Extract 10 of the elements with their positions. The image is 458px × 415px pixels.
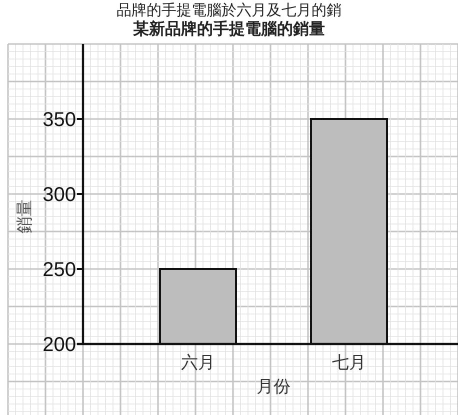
y-tick-label: 300 [42, 184, 76, 206]
y-tick-label: 250 [42, 259, 76, 281]
y-axis-title: 銷量 [15, 200, 34, 234]
y-tick-label: 350 [42, 109, 76, 131]
text: 品牌的手提電腦於六月及七月的銷 [116, 2, 342, 19]
chart-title: 某新品牌的手提電腦的銷量 [132, 20, 325, 38]
y-tick-label: 200 [42, 334, 76, 356]
x-tick-label: 六月 [181, 353, 215, 372]
x-axis-title: 月份 [256, 377, 290, 396]
x-tick-label: 七月 [332, 353, 366, 372]
